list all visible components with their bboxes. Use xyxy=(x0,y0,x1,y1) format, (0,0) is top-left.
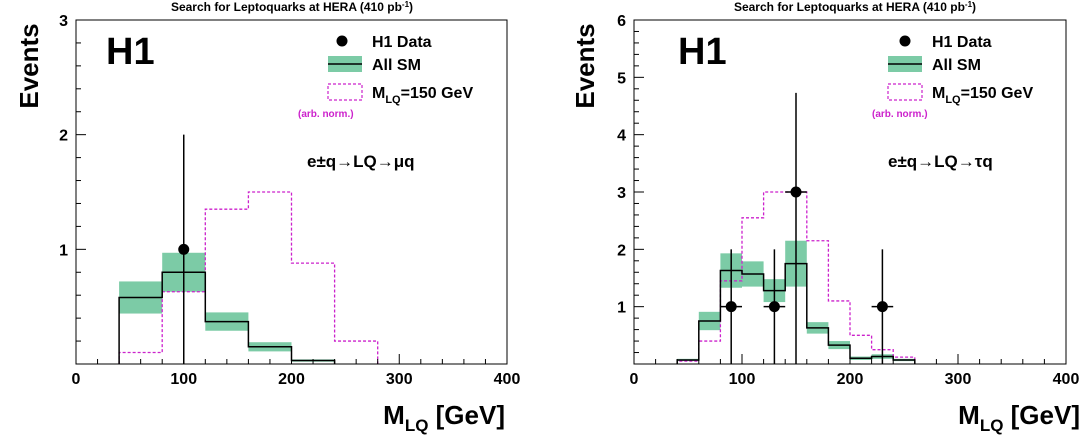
right-data-point-marker-1 xyxy=(768,301,780,313)
left-plot-area: 0 100 200 300 400 1 2 3 xyxy=(59,13,520,388)
right-data-point-marker-0 xyxy=(725,301,737,313)
left-process-label: e±q→LQ→μq xyxy=(307,152,415,171)
right-x-tick-label-0: 0 xyxy=(630,371,639,388)
right-y-axis-label: Events xyxy=(570,23,600,108)
left-y-tick-label-0: 1 xyxy=(59,242,68,259)
left-x-tick-label-0: 0 xyxy=(72,371,81,388)
left-y-tick-label-1: 2 xyxy=(59,128,68,145)
right-x-tick-label-2: 200 xyxy=(837,371,864,388)
right-data-point-marker-3 xyxy=(876,301,888,313)
right-y-tick-label-0: 1 xyxy=(617,300,626,317)
left-x-tick-label-3: 300 xyxy=(386,371,413,388)
right-y-tick-label-2: 3 xyxy=(617,185,626,202)
left-panel: Search for Leptoquarks at HERA (410 pb-1… xyxy=(14,0,520,435)
right-panel: Search for Leptoquarks at HERA (410 pb-1… xyxy=(570,0,1080,435)
left-data-point-marker-0 xyxy=(178,243,190,255)
left-legend-lq-note: (arb. norm.) xyxy=(298,109,354,120)
right-legend-sm-label: All SM xyxy=(932,57,981,74)
left-x-tick-label-4: 400 xyxy=(494,371,521,388)
right-y-tick-label-4: 5 xyxy=(617,70,626,87)
right-legend-data-marker xyxy=(899,35,911,47)
right-experiment-label: H1 xyxy=(678,31,727,73)
right-data-point-marker-2 xyxy=(790,186,802,198)
left-lq-histogram-outline xyxy=(118,191,379,364)
left-chart-title: Search for Leptoquarks at HERA (410 pb-1… xyxy=(171,0,413,14)
left-legend-data-marker xyxy=(336,35,348,47)
left-sm-uncertainty-bands xyxy=(119,252,335,362)
left-legend-data-label: H1 Data xyxy=(372,34,432,51)
left-sm-histogram xyxy=(118,271,336,364)
right-axis-ticks: 0 100 200 300 400 1 2 3 4 5 6 xyxy=(617,13,1079,388)
left-x-axis-label: MLQ [GeV] xyxy=(383,400,505,435)
left-data-point-0 xyxy=(178,134,190,364)
right-process-label: e±q→LQ→τq xyxy=(888,152,993,171)
right-data-point-2 xyxy=(785,92,807,364)
right-x-tick-label-3: 300 xyxy=(945,371,972,388)
right-legend-lq-swatch xyxy=(887,83,923,101)
right-legend-lq-label: MLQ=150 GeV xyxy=(932,85,1033,106)
left-experiment-label: H1 xyxy=(106,31,155,73)
left-y-tick-label-2: 3 xyxy=(59,13,68,30)
right-x-tick-label-4: 400 xyxy=(1053,371,1080,388)
right-y-tick-label-5: 6 xyxy=(617,13,626,30)
right-chart-title: Search for Leptoquarks at HERA (410 pb-1… xyxy=(734,0,976,14)
left-legend: H1 Data All SM MLQ=150 GeV (arb. norm.) xyxy=(298,34,473,120)
right-y-tick-label-3: 4 xyxy=(617,128,626,145)
right-data-point-0 xyxy=(720,249,742,364)
left-sm-histogram-line xyxy=(118,271,336,364)
right-data-points xyxy=(720,92,894,364)
left-x-tick-label-1: 100 xyxy=(170,371,197,388)
right-legend-data-label: H1 Data xyxy=(932,34,992,51)
right-y-tick-label-1: 2 xyxy=(617,242,626,259)
right-x-tick-label-1: 100 xyxy=(729,371,756,388)
left-x-tick-label-2: 200 xyxy=(278,371,305,388)
right-data-point-3 xyxy=(871,249,894,364)
right-data-point-1 xyxy=(763,249,786,364)
right-plot-area: 0 100 200 300 400 1 2 3 4 5 6 xyxy=(617,13,1079,388)
right-x-axis-label: MLQ [GeV] xyxy=(958,400,1080,435)
right-legend-lq-note: (arb. norm.) xyxy=(872,109,928,120)
left-data-points xyxy=(178,134,190,364)
left-lq-signal-histogram xyxy=(118,191,379,364)
left-legend-sm-label: All SM xyxy=(372,57,421,74)
left-y-axis-label: Events xyxy=(14,23,44,108)
left-axis-ticks: 0 100 200 300 400 1 2 3 xyxy=(59,13,520,388)
left-legend-lq-swatch xyxy=(327,83,363,101)
right-legend: H1 Data All SM MLQ=150 GeV (arb. norm.) xyxy=(872,34,1033,120)
left-legend-lq-label: MLQ=150 GeV xyxy=(372,85,473,106)
